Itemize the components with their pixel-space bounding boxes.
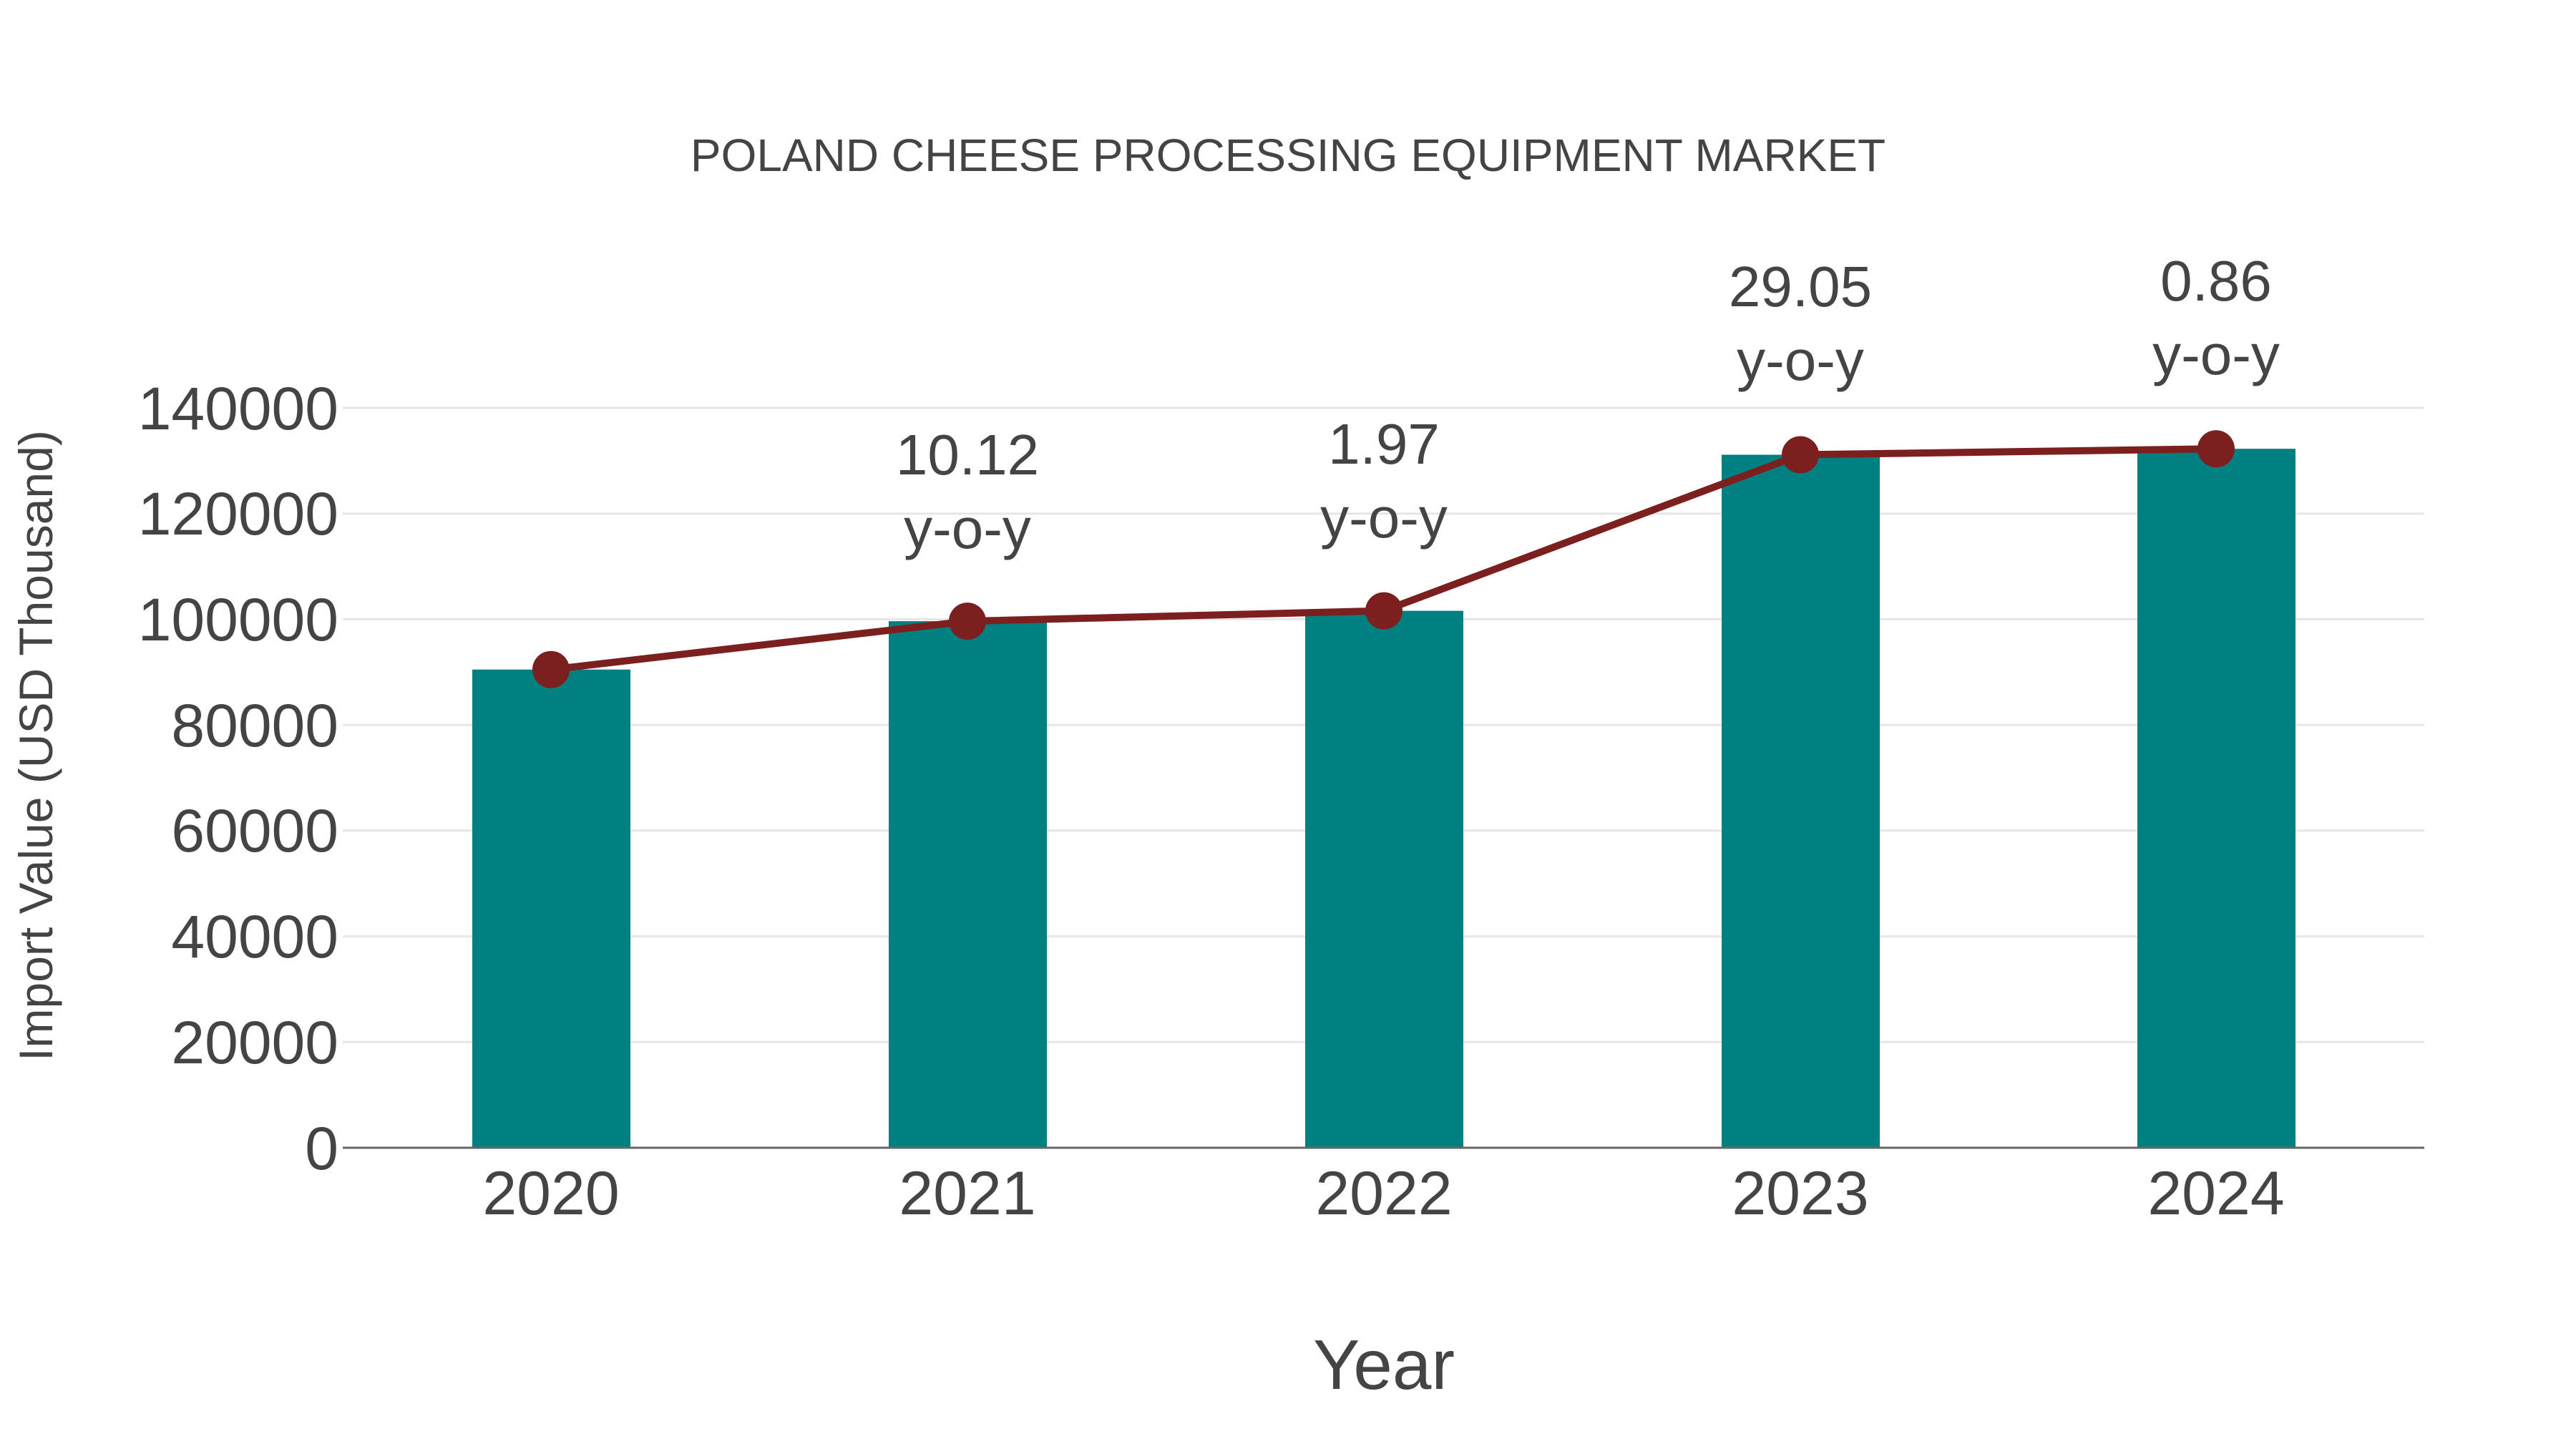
y-axis-title: Import Value (USD Thousand) <box>9 430 62 1061</box>
yoy-label-2021: y-o-y <box>904 497 1031 560</box>
y-tick-label: 60000 <box>171 797 338 864</box>
y-tick-label: 40000 <box>171 903 338 970</box>
marker-2022[interactable] <box>1365 592 1402 630</box>
yoy-label-2024: y-o-y <box>2152 323 2280 386</box>
line-markers <box>532 430 2235 688</box>
bar-2023[interactable] <box>1722 454 1880 1148</box>
yoy-value-2022: 1.97 <box>1328 412 1440 476</box>
x-tick-label: 2021 <box>899 1159 1035 1228</box>
x-tick-label: 2020 <box>482 1159 619 1228</box>
x-tick-label: 2023 <box>1732 1159 1868 1228</box>
x-tick-label: 2022 <box>1315 1159 1452 1228</box>
bar-2020[interactable] <box>472 669 630 1148</box>
y-tick-label: 20000 <box>171 1009 338 1076</box>
y-tick-label: 100000 <box>138 586 338 653</box>
y-tick-label: 120000 <box>138 480 338 547</box>
yoy-value-2023: 29.05 <box>1729 255 1872 318</box>
y-tick-label: 140000 <box>138 375 338 442</box>
marker-2021[interactable] <box>949 602 986 640</box>
bar-2024[interactable] <box>2137 449 2296 1148</box>
bar-2022[interactable] <box>1305 610 1463 1148</box>
marker-2024[interactable] <box>2197 430 2235 468</box>
bars <box>472 449 2296 1148</box>
yoy-label-2023: y-o-y <box>1737 328 1864 392</box>
yoy-value-2024: 0.86 <box>2160 249 2272 313</box>
x-axis-ticks: 2020 2021 2022 2023 2024 <box>482 1159 2284 1228</box>
y-tick-label: 0 <box>305 1115 338 1182</box>
yoy-annotations: 10.12 y-o-y 1.97 y-o-y 29.05 y-o-y 0.86 … <box>896 249 2280 560</box>
marker-2023[interactable] <box>1782 436 1819 474</box>
bar-2021[interactable] <box>889 621 1047 1148</box>
x-axis-title: Year <box>1313 1325 1455 1404</box>
chart-title: POLAND CHEESE PROCESSING EQUIPMENT MARKE… <box>691 130 1885 181</box>
x-tick-label: 2024 <box>2147 1159 2284 1228</box>
y-tick-label: 80000 <box>171 692 338 759</box>
yoy-value-2021: 10.12 <box>896 423 1039 487</box>
marker-2020[interactable] <box>532 650 570 688</box>
yoy-label-2022: y-o-y <box>1320 486 1448 550</box>
y-axis-ticks: 0 20000 40000 60000 80000 100000 120000 … <box>138 375 338 1182</box>
